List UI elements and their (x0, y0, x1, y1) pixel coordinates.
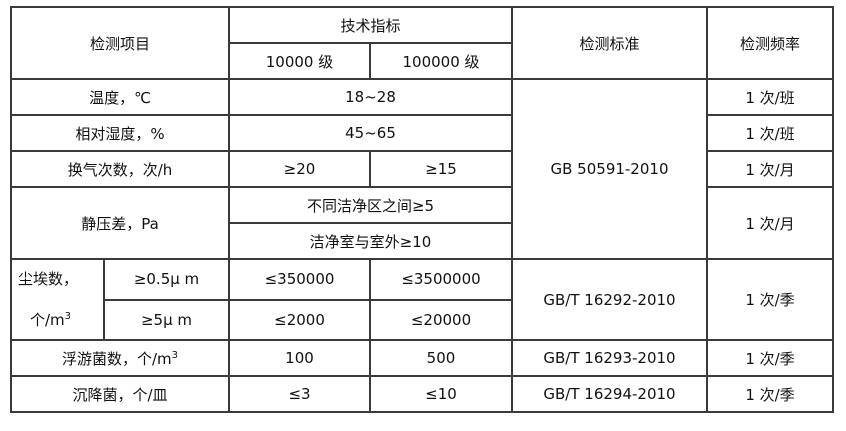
humidity-value: 45~65 (228, 114, 513, 152)
standard-gbt16294: GB/T 16294-2010 (511, 375, 708, 413)
inspection-table: 检测项目 技术指标 检测标准 检测频率 10000 级 100000 级 温度，… (10, 6, 834, 413)
header-standard: 检测标准 (511, 6, 708, 80)
humidity-freq: 1 次/班 (706, 114, 834, 152)
float-item: 浮游菌数，个/m3 (10, 339, 230, 377)
air-item: 换气次数，次/h (10, 150, 230, 188)
temp-freq: 1 次/班 (706, 78, 834, 116)
header-spec: 技术指标 (228, 6, 513, 44)
float-v1: 100 (228, 339, 371, 377)
dust-a2: ≤3500000 (369, 258, 513, 301)
dust-size2: ≥5μ m (103, 298, 230, 341)
dust-item: 尘埃数， 个/m3 (10, 258, 105, 341)
air-v1: ≥20 (228, 150, 371, 188)
dust-item-unit: 个/m (30, 311, 65, 329)
temp-item: 温度，℃ (10, 78, 230, 116)
float-item-label: 浮游菌数，个/m (61, 349, 172, 368)
dust-size1: ≥0.5μ m (103, 258, 230, 301)
air-freq: 1 次/月 (706, 150, 834, 188)
header-frequency: 检测频率 (706, 6, 834, 80)
dust-unit-sup: 3 (64, 311, 72, 322)
standard-gbt16293: GB/T 16293-2010 (511, 339, 708, 377)
pressure-item: 静压差，Pa (10, 186, 230, 260)
float-v2: 500 (369, 339, 513, 377)
float-freq: 1 次/季 (706, 339, 834, 377)
humidity-item: 相对湿度，% (10, 114, 230, 152)
settle-freq: 1 次/季 (706, 375, 834, 413)
air-v2: ≥15 (369, 150, 513, 188)
settle-v2: ≤10 (369, 375, 513, 413)
dust-freq: 1 次/季 (706, 258, 834, 341)
header-item: 检测项目 (10, 6, 230, 80)
header-class2: 100000 级 (369, 42, 513, 80)
dust-item-label: 尘埃数， (18, 270, 79, 288)
settle-item: 沉降菌，个/皿 (10, 375, 230, 413)
temp-value: 18~28 (228, 78, 513, 116)
pressure-v2: 洁净室与室外≥10 (228, 222, 513, 260)
header-class1: 10000 级 (228, 42, 371, 80)
dust-b1: ≤2000 (228, 298, 371, 341)
float-unit-sup: 3 (171, 349, 179, 361)
standard-gb50591: GB 50591-2010 (511, 78, 708, 260)
pressure-v1: 不同洁净区之间≥5 (228, 186, 513, 224)
dust-b2: ≤20000 (369, 298, 513, 341)
dust-a1: ≤350000 (228, 258, 371, 301)
standard-gbt16292: GB/T 16292-2010 (511, 258, 708, 341)
pressure-freq: 1 次/月 (706, 186, 834, 260)
settle-v1: ≤3 (228, 375, 371, 413)
